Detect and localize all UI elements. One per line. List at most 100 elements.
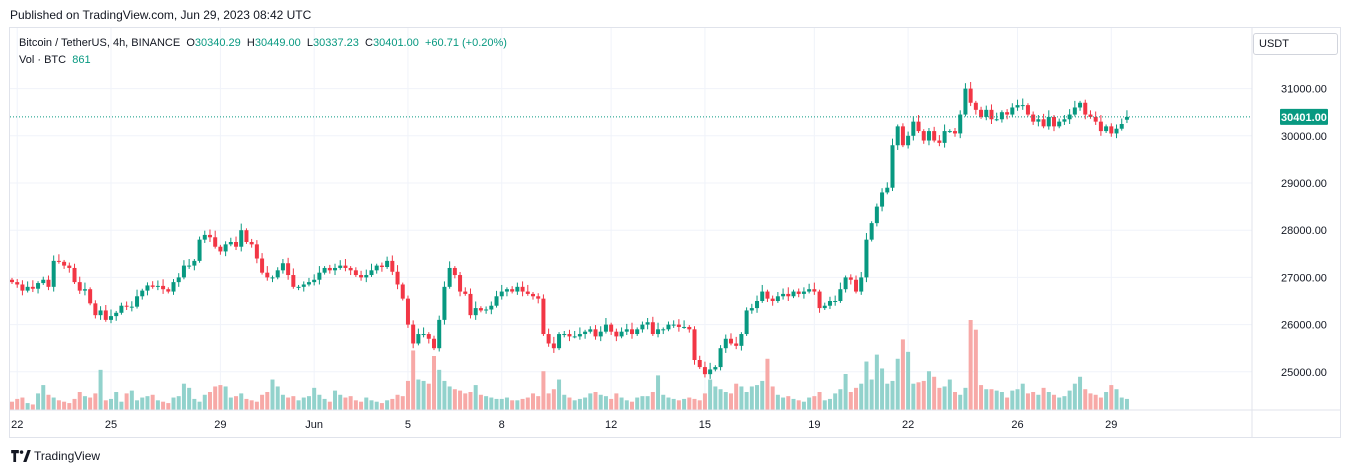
candle-body <box>697 360 702 368</box>
candle-body <box>176 277 181 283</box>
candle-body <box>234 242 239 247</box>
candle-body <box>854 279 859 292</box>
last-price-tag <box>1280 108 1328 125</box>
candle-body <box>15 282 20 285</box>
candle-body <box>494 296 499 306</box>
candle-body <box>739 334 744 346</box>
volume-bar <box>213 386 218 410</box>
volume-bar <box>228 397 233 410</box>
volume-bar <box>1124 398 1129 410</box>
candle-body <box>640 324 645 330</box>
volume-bar <box>531 393 535 410</box>
volume-bar <box>786 396 791 410</box>
candle-body <box>572 336 577 338</box>
volume-bar <box>702 393 707 410</box>
volume-bar <box>1025 393 1030 410</box>
time-tick-label: 12 <box>605 419 617 431</box>
candle-body <box>531 293 535 297</box>
candle-body <box>577 334 582 337</box>
volume-bar <box>687 397 692 410</box>
candle-body <box>702 367 707 375</box>
currency-button[interactable]: USDT <box>1253 33 1338 55</box>
candle-body <box>197 239 202 261</box>
volume-bar <box>546 393 551 410</box>
candle-body <box>244 230 249 242</box>
volume-bar <box>379 403 384 410</box>
volume-bar <box>260 394 265 410</box>
price-tick-label: 28000.00 <box>1281 225 1327 237</box>
candle-body <box>390 260 395 272</box>
candlestick-chart[interactable]: 30401.00 25000.00 26000.00 27000.00 28000.0… <box>10 28 1340 437</box>
volume-bar <box>468 392 473 410</box>
candle-body <box>911 121 916 136</box>
volume-bar <box>108 398 113 410</box>
candle-body <box>932 131 937 141</box>
volume-bar <box>885 383 890 410</box>
chart-frame <box>9 27 1341 438</box>
candle-body <box>510 289 515 292</box>
volume-bar <box>192 398 197 410</box>
candle-body <box>260 258 265 273</box>
candle-body <box>734 343 739 346</box>
candle-body <box>458 275 463 292</box>
candle-body <box>119 305 124 313</box>
volume-bar <box>478 394 483 410</box>
candle-body <box>1083 102 1088 115</box>
volume-bar <box>671 398 676 410</box>
candle-body <box>161 285 166 290</box>
time-tick-label: 5 <box>405 419 411 431</box>
candle-body <box>395 271 400 285</box>
candle-body <box>817 291 822 309</box>
candle-body <box>807 289 812 292</box>
candles <box>10 81 1129 379</box>
candle-body <box>984 109 989 117</box>
price-tick-label: 26000.00 <box>1281 320 1327 332</box>
time-tick-label: 26 <box>1011 419 1023 431</box>
candle-body <box>614 331 619 337</box>
candle-body <box>869 223 874 240</box>
volume-bar <box>953 392 958 410</box>
candle-body <box>359 275 364 278</box>
price-tick-label: 29000.00 <box>1281 178 1327 190</box>
candle-body <box>411 324 416 344</box>
volume-bar <box>1015 389 1020 410</box>
candle-body <box>827 301 832 306</box>
volume-bar <box>338 394 343 410</box>
candle-body <box>452 267 457 276</box>
volume-bar <box>557 379 562 410</box>
volume-bar <box>46 394 51 410</box>
candle-body <box>900 126 905 146</box>
candle-body <box>749 308 754 311</box>
volume-bar <box>801 401 806 410</box>
candle-body <box>306 282 311 285</box>
candle-body <box>781 293 786 297</box>
candle-body <box>364 275 369 278</box>
volume-bar <box>1104 392 1109 410</box>
volume-bar <box>1046 392 1051 410</box>
volume-bar <box>77 392 82 410</box>
legend-ohlc-row: Bitcoin / TetherUS, 4h, BINANCE O30340.2… <box>19 35 507 52</box>
candle-body <box>442 286 447 320</box>
candle-body <box>598 331 603 337</box>
candle-body <box>973 102 978 110</box>
candle-body <box>379 265 384 268</box>
volume-bar <box>723 392 728 410</box>
volume-bar <box>218 385 223 410</box>
volume-bar <box>499 398 504 410</box>
volume-bar <box>781 397 786 410</box>
candle-body <box>1104 126 1109 132</box>
candle-body <box>135 296 140 307</box>
published-caption: Published on TradingView.com, Jun 29, 20… <box>10 8 312 22</box>
candle-body <box>708 369 713 375</box>
volume-bar <box>207 392 212 410</box>
candle-body <box>369 270 374 276</box>
volume-bar <box>598 394 603 410</box>
volume-bar <box>82 396 87 410</box>
volume-bar <box>421 380 426 410</box>
candle-body <box>317 272 322 280</box>
candle-body <box>333 267 338 271</box>
candle-body <box>88 289 93 304</box>
candle-body <box>812 289 817 292</box>
brand-footer[interactable]: TradingView <box>11 449 100 463</box>
volume-bar <box>624 400 629 410</box>
